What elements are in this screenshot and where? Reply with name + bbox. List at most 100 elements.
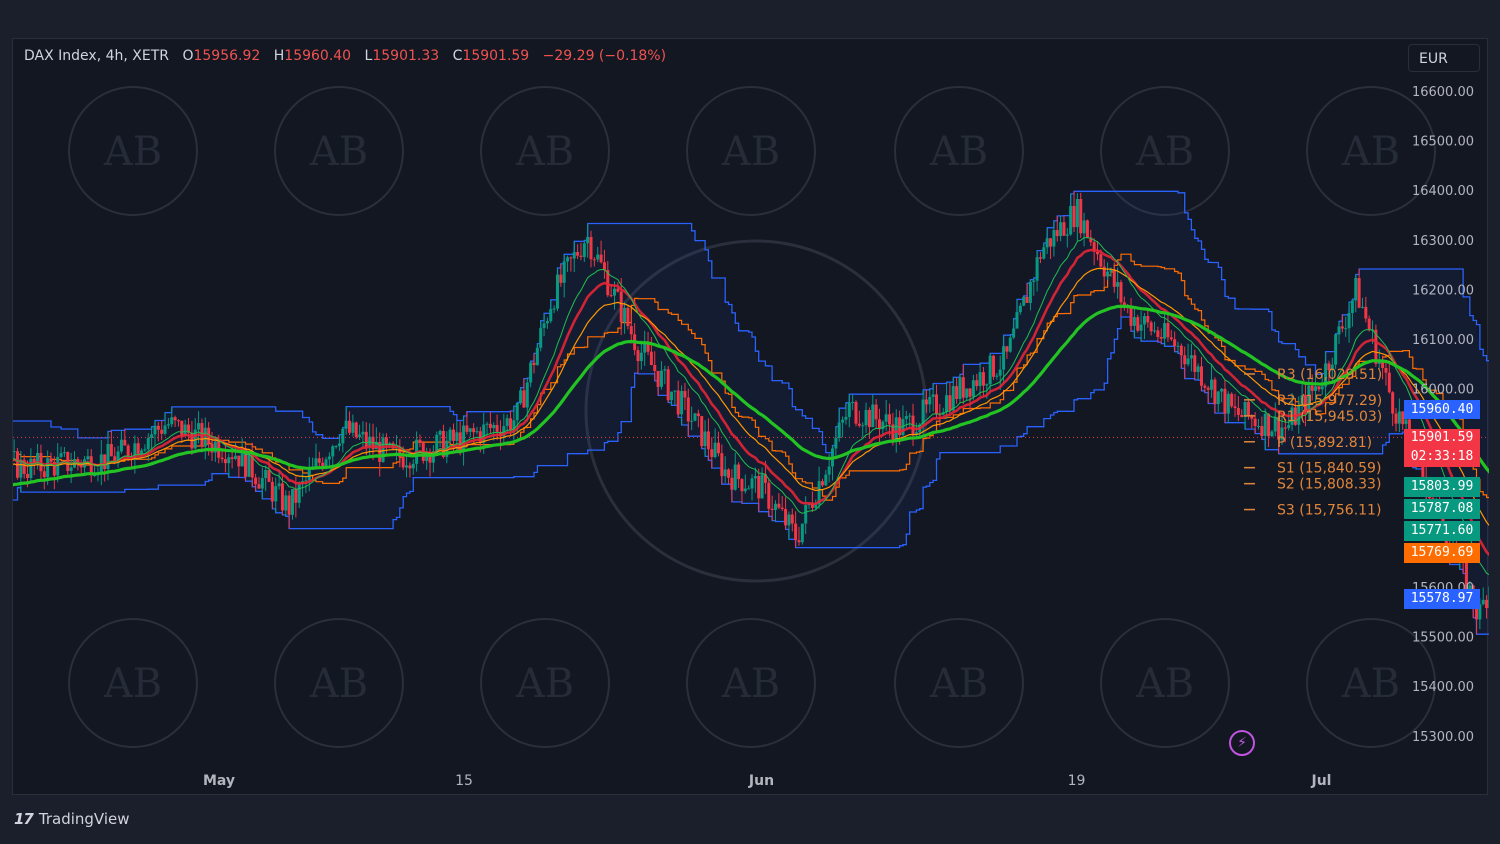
candle-body: [1303, 395, 1307, 413]
candle-body: [988, 355, 992, 385]
candle-body: [462, 425, 466, 452]
candle-body: [1176, 345, 1180, 347]
badge-last-price: 15901.59: [1404, 429, 1480, 447]
badge-donchian-lower: 15578.97: [1404, 589, 1480, 609]
watermark-seal: [686, 618, 816, 748]
watermark-seal: [894, 618, 1024, 748]
candle-body: [1280, 427, 1284, 440]
candle-body: [1344, 328, 1348, 330]
candle-body: [223, 459, 227, 464]
close-value: 15901.59: [462, 48, 530, 64]
candle-body: [509, 418, 513, 431]
change-value: −29.29 (−0.18%): [542, 48, 667, 64]
donchian-lower-line: [13, 316, 1489, 635]
candle-body: [502, 426, 506, 437]
candle-body: [36, 452, 40, 465]
candle-body: [1065, 234, 1069, 236]
candle-body: [240, 448, 244, 467]
candle-body: [1132, 317, 1136, 326]
candle-body: [260, 478, 264, 489]
watermark-text: AB: [721, 661, 780, 707]
candle-body: [331, 446, 335, 457]
candle-body: [264, 470, 268, 479]
candle-body: [143, 449, 147, 451]
pivot-label: P (15,892.81): [1277, 435, 1372, 451]
price-chart[interactable]: AB AB AB AB AB AB AB AB AB AB AB AB AB AB R3 (16,029.5…: [13, 39, 1489, 796]
candle-body: [643, 343, 647, 353]
candle-body: [894, 417, 898, 440]
candle-body: [716, 442, 720, 454]
candle-body: [529, 362, 533, 383]
candle-body: [103, 454, 107, 470]
candle-body: [1475, 607, 1479, 620]
candle-body: [1464, 561, 1468, 596]
candle-body: [46, 458, 50, 478]
candle-body: [1263, 413, 1267, 436]
y-tick-label: 15400.00: [1412, 680, 1474, 695]
candle-body: [824, 474, 828, 486]
candle-body: [787, 514, 791, 526]
candle-body: [1193, 355, 1197, 372]
candle-body: [163, 425, 167, 434]
candle-body: [784, 509, 788, 526]
candle-body: [592, 259, 596, 261]
chart-pane[interactable]: AB AB AB AB AB AB AB AB AB AB AB AB AB AB R3 (16,029.5…: [12, 38, 1489, 796]
candle-body: [730, 477, 734, 490]
candle-body: [170, 417, 174, 425]
candle-body: [666, 369, 670, 401]
candle-body: [1072, 205, 1076, 228]
candle-body: [1330, 364, 1334, 371]
lightning-icon[interactable]: ⚡: [1229, 730, 1255, 756]
currency-button[interactable]: EUR: [1408, 44, 1480, 72]
candle-body: [706, 431, 710, 450]
candle-body: [1005, 346, 1009, 352]
badge-donchian-basis: 15769.69: [1404, 543, 1480, 563]
watermark-text: AB: [103, 129, 162, 175]
candle-body: [1260, 426, 1264, 436]
candle-body: [753, 475, 757, 479]
candle-body: [1233, 406, 1237, 408]
candle-body: [532, 362, 536, 366]
open-value: 15956.92: [193, 48, 261, 64]
tradingview-brand[interactable]: 17 TradingView: [14, 810, 130, 828]
candle-body: [871, 404, 875, 428]
candle-body: [1189, 355, 1193, 359]
candle-body: [613, 288, 616, 296]
candle-body: [864, 410, 868, 426]
candle-body: [1387, 372, 1391, 393]
candle-body: [492, 424, 496, 429]
candle-body: [686, 397, 690, 422]
candle-body: [884, 414, 888, 422]
candle-body: [247, 451, 251, 477]
candle-body: [1273, 416, 1277, 432]
candle-body: [1022, 296, 1026, 306]
watermark-seal: [1100, 618, 1230, 748]
candle-body: [1360, 306, 1364, 308]
y-tick-label: 16100.00: [1412, 333, 1474, 348]
candle-body: [626, 307, 630, 327]
candle-body: [364, 431, 368, 447]
brand-name: TradingView: [38, 810, 130, 828]
candle-body: [727, 469, 731, 478]
candle-body: [1267, 413, 1271, 437]
candle-body: [1287, 424, 1291, 429]
candle-body: [344, 420, 348, 429]
candle-body: [1186, 358, 1190, 365]
candle-body: [898, 417, 902, 436]
candle-body: [1246, 401, 1250, 417]
candle-body: [26, 473, 30, 478]
candle-body: [750, 478, 754, 489]
candle-body: [42, 471, 46, 478]
candle-body: [1062, 222, 1066, 236]
candle-body: [1159, 336, 1163, 339]
candle-body: [441, 430, 445, 457]
candle-body: [1223, 388, 1227, 414]
badge-ma-mid: 15787.08: [1404, 499, 1480, 519]
candle-body: [653, 365, 657, 371]
symbol-title[interactable]: DAX Index, 4h, XETR: [24, 48, 169, 64]
candle-body: [790, 514, 794, 524]
candle-body: [874, 404, 878, 420]
candle-body: [857, 423, 861, 426]
candle-body: [720, 453, 724, 477]
candle-body: [938, 414, 942, 416]
